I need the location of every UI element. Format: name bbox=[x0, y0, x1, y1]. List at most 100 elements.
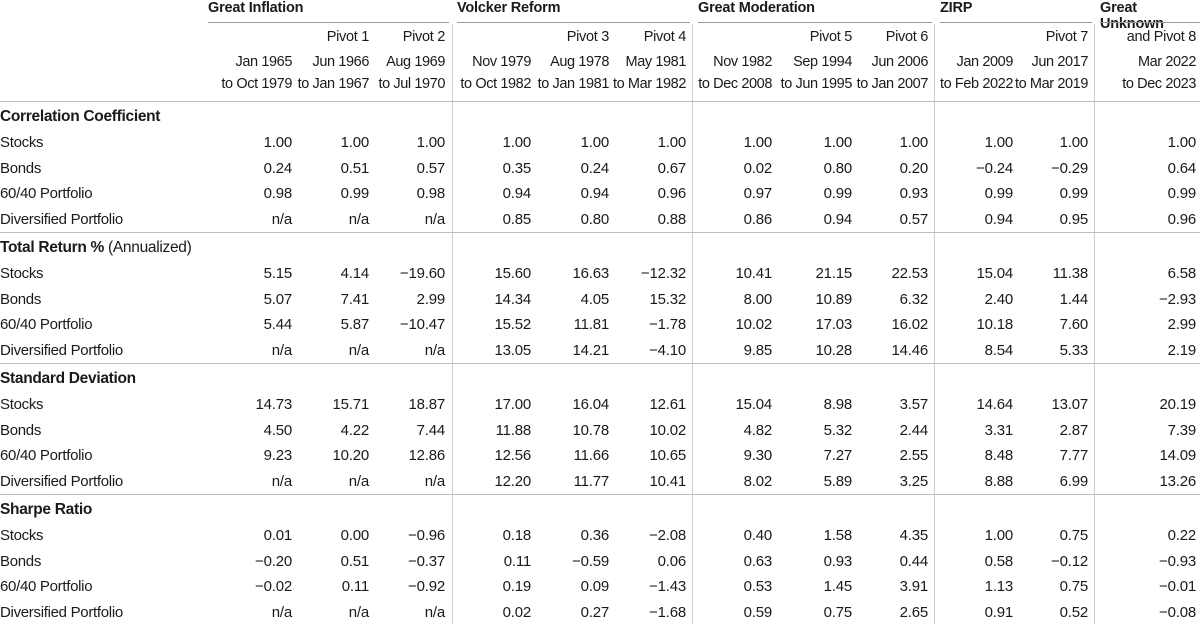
table-cell: 7.41 bbox=[340, 290, 370, 308]
table-cell: 0.75 bbox=[823, 603, 853, 621]
table-cell: 0.99 bbox=[1059, 185, 1089, 202]
table-cell: 0.20 bbox=[899, 159, 929, 177]
section-title-text: Sharpe Ratio bbox=[0, 501, 93, 518]
table-cell: 0.51 bbox=[340, 159, 370, 177]
table-cell: 1.00 bbox=[340, 134, 370, 151]
table-cell: 10.41 bbox=[649, 472, 686, 490]
table-cell: 0.96 bbox=[1167, 210, 1197, 228]
table-cell: −2.93 bbox=[1159, 290, 1196, 308]
table-cell: 14.09 bbox=[1159, 447, 1196, 464]
section-title: Sharpe Ratio bbox=[0, 501, 92, 519]
row-label: 60/40 Portfolio bbox=[0, 447, 93, 464]
table-cell: n/a bbox=[348, 603, 369, 621]
table-cell: −10.47 bbox=[399, 316, 445, 333]
table-cell: 0.35 bbox=[502, 159, 532, 177]
period-start: Aug 1969 bbox=[386, 54, 445, 70]
group-title: Great Moderation bbox=[698, 0, 815, 16]
table-cell: −0.12 bbox=[1051, 552, 1088, 570]
table-cell: 1.44 bbox=[1059, 290, 1089, 308]
table-cell: n/a bbox=[424, 472, 445, 490]
table-cell: 15.04 bbox=[976, 265, 1013, 282]
table-cell: 9.85 bbox=[743, 341, 773, 359]
table-cell: −19.60 bbox=[399, 265, 445, 282]
table-cell: 0.06 bbox=[657, 552, 687, 570]
table-cell: 12.86 bbox=[408, 447, 445, 464]
period-dates: Jun 2017 to Mar 2019 bbox=[978, 51, 1088, 95]
group-title: Volcker Reform bbox=[457, 0, 561, 16]
section-title-text: Correlation Coefficient bbox=[0, 108, 161, 125]
table-cell: 0.80 bbox=[580, 210, 610, 228]
table-cell: 0.75 bbox=[1059, 578, 1089, 595]
table-cell: 15.04 bbox=[735, 396, 772, 413]
row-label: Diversified Portfolio bbox=[0, 341, 123, 359]
table-cell: 16.63 bbox=[572, 265, 609, 282]
period-start: Aug 1978 bbox=[550, 54, 609, 70]
row-label: Diversified Portfolio bbox=[0, 210, 123, 228]
table-cell: 3.57 bbox=[899, 396, 929, 413]
table-cell: −0.29 bbox=[1051, 159, 1088, 177]
table-cell: 0.99 bbox=[984, 185, 1014, 202]
column-divider bbox=[692, 24, 693, 624]
table-cell: 11.81 bbox=[573, 316, 610, 333]
table-cell: 7.27 bbox=[823, 447, 853, 464]
group-title: Great Unknown bbox=[1100, 0, 1164, 32]
table-cell: −4.10 bbox=[649, 341, 686, 359]
table-cell: 0.58 bbox=[984, 552, 1014, 570]
table-cell: 13.05 bbox=[494, 341, 531, 359]
table-cell: 15.71 bbox=[332, 396, 369, 413]
table-cell: 4.50 bbox=[263, 421, 293, 439]
table-cell: 2.87 bbox=[1059, 421, 1089, 439]
table-cell: n/a bbox=[424, 210, 445, 228]
period-end: to Oct 1979 bbox=[221, 76, 292, 92]
table-cell: n/a bbox=[271, 341, 292, 359]
period-start: Jun 2006 bbox=[871, 54, 929, 70]
period-dates: May 1981 to Mar 1982 bbox=[576, 51, 686, 95]
table-cell: n/a bbox=[271, 210, 292, 228]
table-cell: 1.58 bbox=[823, 527, 853, 544]
pivot-label: Pivot 7 bbox=[1045, 29, 1089, 45]
table-cell: −0.02 bbox=[255, 578, 292, 595]
table-cell: 0.98 bbox=[263, 185, 293, 202]
table-cell: 0.57 bbox=[416, 159, 446, 177]
table-cell: 0.11 bbox=[341, 578, 369, 595]
table-cell: 14.46 bbox=[891, 341, 928, 359]
period-end: to Oct 1982 bbox=[460, 76, 531, 92]
table-cell: 0.91 bbox=[984, 603, 1014, 621]
table-cell: −0.37 bbox=[408, 552, 445, 570]
table-cell: n/a bbox=[271, 472, 292, 490]
table-cell: 4.22 bbox=[340, 421, 370, 439]
table-cell: 2.99 bbox=[1167, 316, 1197, 333]
table-cell: 17.03 bbox=[815, 316, 852, 333]
table-cell: 0.24 bbox=[263, 159, 293, 177]
table-cell: 0.95 bbox=[1059, 210, 1089, 228]
table-cell: 8.54 bbox=[984, 341, 1014, 359]
table-cell: −0.08 bbox=[1159, 603, 1196, 621]
table-cell: 0.75 bbox=[1059, 527, 1089, 544]
table-cell: 0.18 bbox=[502, 527, 532, 544]
period-start: Nov 1982 bbox=[713, 54, 772, 70]
period-end: to Jan 1967 bbox=[297, 76, 370, 92]
table-cell: 0.93 bbox=[823, 552, 853, 570]
column-divider bbox=[1094, 24, 1095, 624]
table-cell: 2.99 bbox=[416, 290, 446, 308]
table-cell: 14.73 bbox=[255, 396, 292, 413]
table-cell: −2.08 bbox=[649, 527, 686, 544]
table-cell: 12.56 bbox=[494, 447, 531, 464]
table-cell: 0.09 bbox=[580, 578, 610, 595]
table-cell: 11.88 bbox=[495, 421, 532, 439]
table-cell: 0.40 bbox=[743, 527, 773, 544]
section-title-text: Total Return % bbox=[0, 239, 105, 256]
table-cell: n/a bbox=[424, 603, 445, 621]
period-start: Jun 2017 bbox=[1031, 54, 1089, 70]
table-cell: 0.01 bbox=[263, 527, 293, 544]
table-cell: 0.94 bbox=[984, 210, 1014, 228]
table-cell: 1.00 bbox=[899, 134, 929, 151]
table-cell: n/a bbox=[348, 341, 369, 359]
table-cell: 1.00 bbox=[984, 527, 1014, 544]
period-dates: Jan 2009 to Feb 2022 bbox=[903, 51, 1013, 95]
row-label: Stocks bbox=[0, 265, 44, 282]
table-cell: 1.00 bbox=[1167, 134, 1197, 151]
table-cell: 21.15 bbox=[815, 265, 852, 282]
table-cell: 1.00 bbox=[1059, 134, 1089, 151]
table-cell: 7.44 bbox=[416, 421, 446, 439]
